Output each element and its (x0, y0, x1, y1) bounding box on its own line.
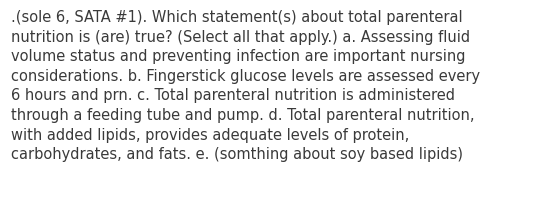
Text: .(sole 6, SATA #1). Which statement(s) about total parenteral
nutrition is (are): .(sole 6, SATA #1). Which statement(s) a… (11, 10, 480, 162)
